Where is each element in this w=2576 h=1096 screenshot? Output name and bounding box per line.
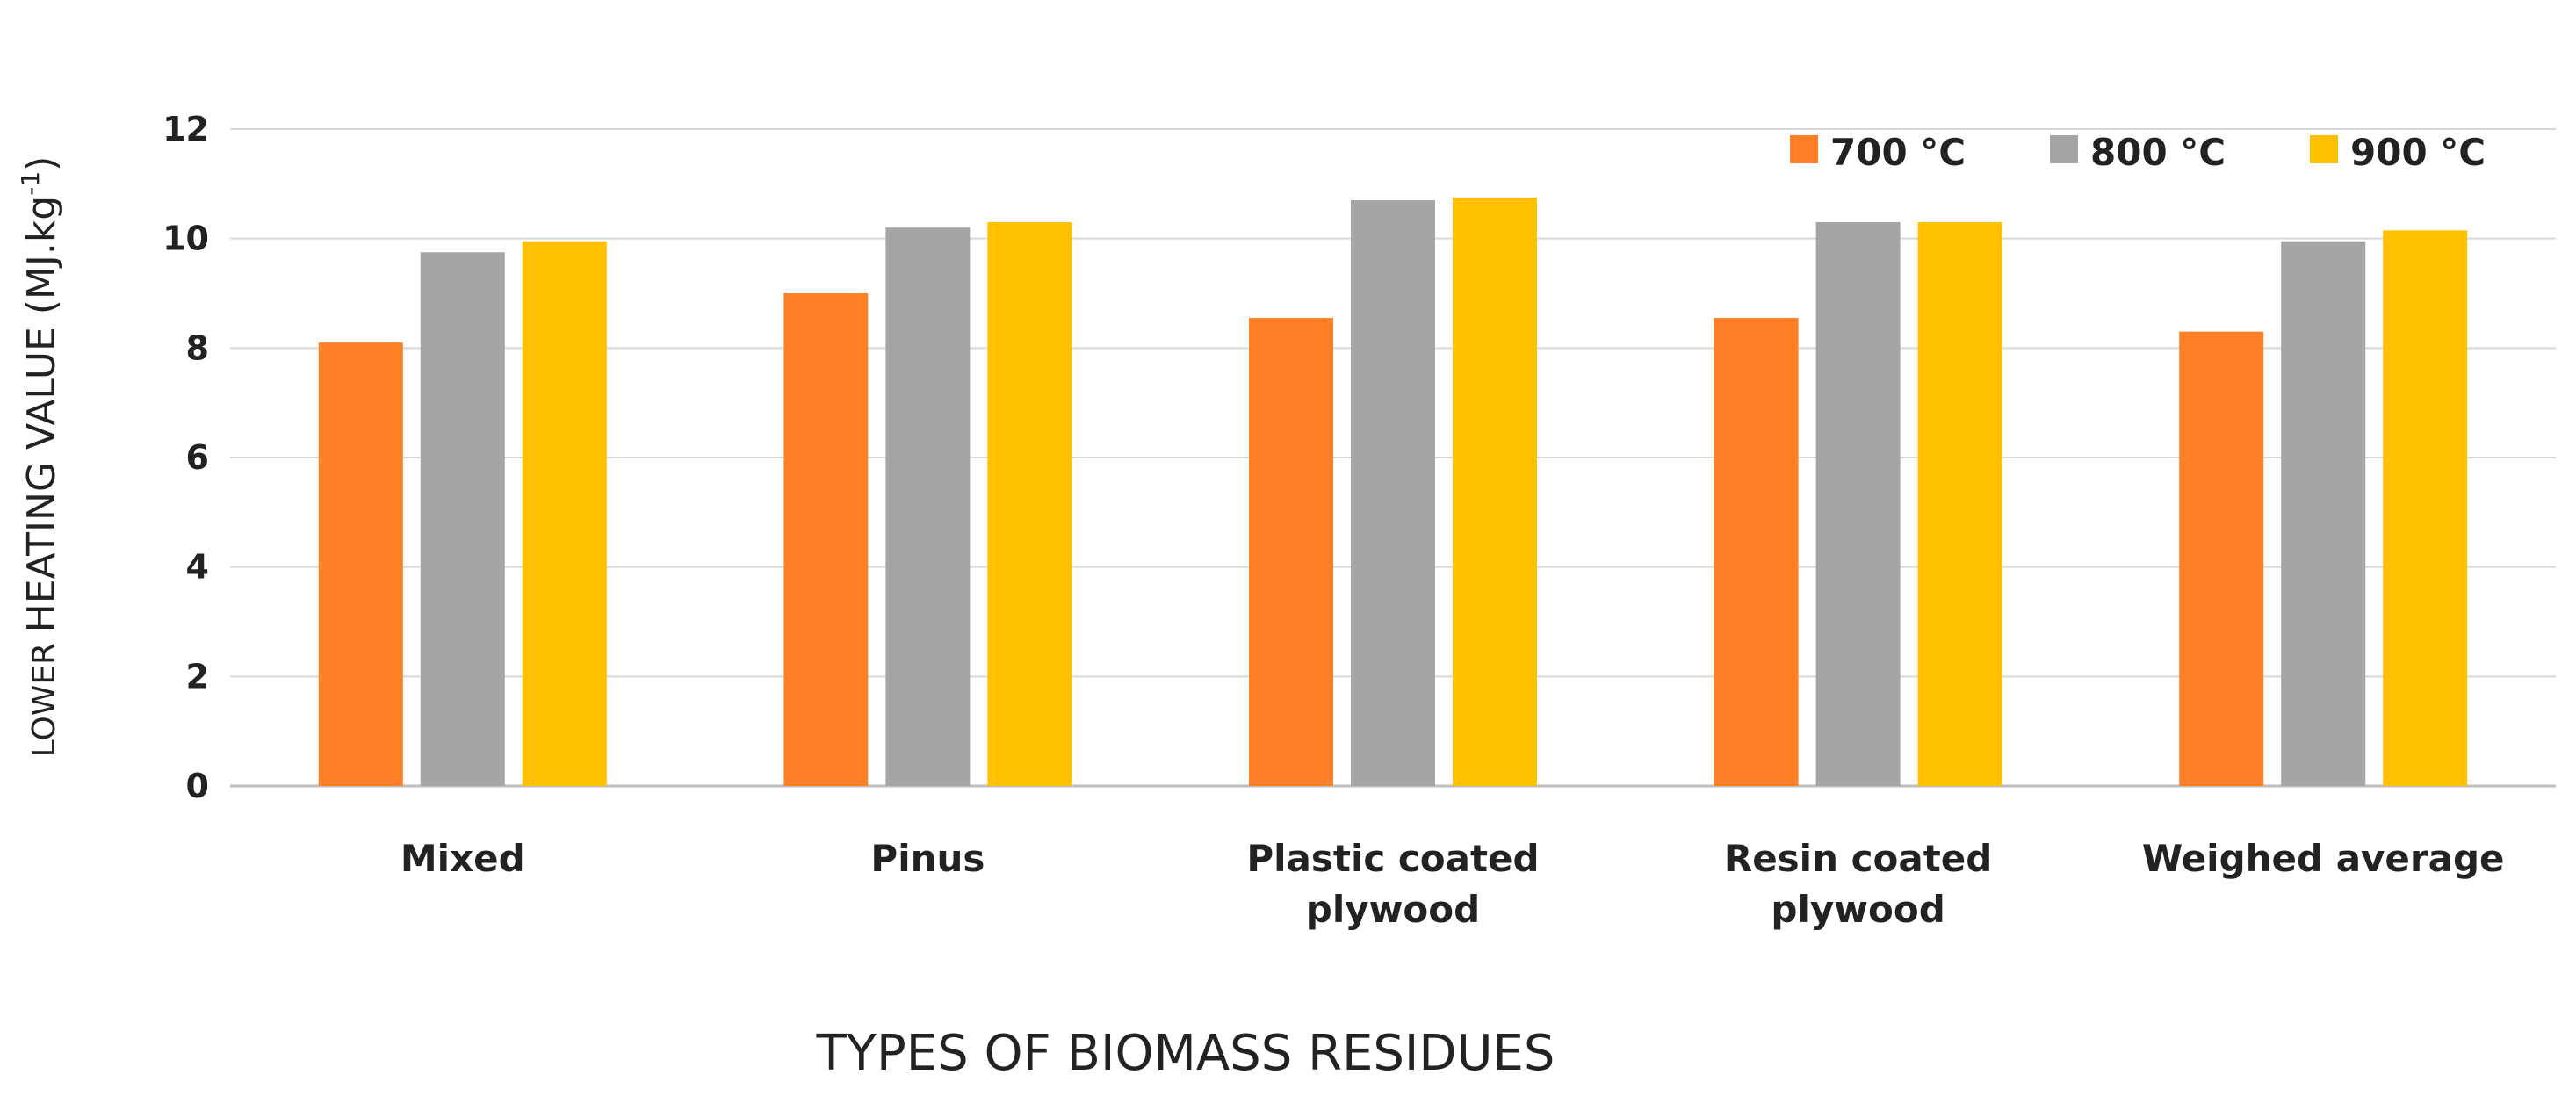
bar	[1714, 318, 1799, 786]
legend-swatch	[2050, 135, 2078, 163]
bars	[318, 197, 2468, 787]
bar	[987, 221, 1072, 786]
y-tick-label: 8	[186, 328, 209, 367]
bar	[1453, 197, 1537, 786]
category-label: Resin coated plywood	[1724, 837, 1992, 931]
y-axis-label-sup: -1	[16, 171, 45, 196]
category-label: Pinus	[870, 837, 985, 880]
y-axis-label-main: HEATING VALUE (MJ.kg	[19, 196, 64, 633]
bar	[885, 227, 971, 786]
bar	[783, 293, 869, 786]
bar	[1249, 318, 1333, 786]
bar	[318, 342, 403, 786]
category-label: Weighed average	[2142, 837, 2505, 880]
y-tick-labels: 0 2 4 6 8 10 12	[162, 110, 209, 805]
y-tick-label: 0	[186, 767, 209, 805]
y-tick-label: 10	[162, 220, 209, 258]
bar	[1815, 221, 1901, 786]
bar	[2179, 331, 2264, 787]
legend-swatch	[1790, 135, 1818, 163]
legend: 700 °C 800 °C 900 °C	[1790, 131, 2486, 174]
y-axis-label: LOWER HEATING VALUE (MJ.kg-1)	[16, 156, 64, 758]
legend-label: 800 °C	[2090, 131, 2226, 174]
bar	[522, 241, 607, 786]
bar	[420, 252, 505, 786]
y-axis-label-close: )	[19, 156, 64, 171]
y-tick-label: 6	[186, 438, 209, 477]
category-label: Mixed	[400, 837, 525, 880]
y-tick-label: 2	[186, 657, 209, 696]
bar	[1351, 200, 1435, 787]
y-tick-label: 4	[186, 548, 209, 587]
bar	[2281, 241, 2366, 786]
legend-label: 700 °C	[1830, 131, 1966, 174]
bar	[1917, 221, 2002, 786]
x-axis-label: TYPES OF BIOMASS RESIDUES	[816, 1025, 1555, 1082]
legend-label: 900 °C	[2350, 131, 2486, 174]
category-label: Plastic coated plywood	[1246, 837, 1539, 931]
y-tick-label: 12	[162, 110, 209, 148]
category-labels: Mixed Pinus Plastic coated plywood Resin coa…	[400, 837, 2505, 931]
y-axis-label-small: LOWER	[26, 632, 62, 757]
legend-swatch	[2310, 135, 2338, 163]
bar	[2383, 230, 2468, 787]
